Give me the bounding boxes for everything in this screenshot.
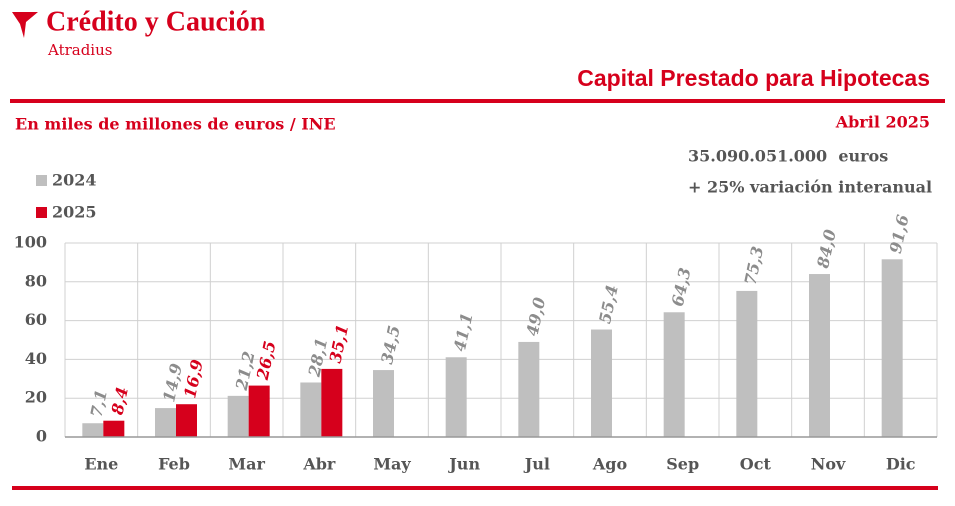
x-tick-label: Abr xyxy=(302,455,336,474)
bar xyxy=(248,385,270,437)
bar xyxy=(321,368,343,437)
value-label: 14,9 xyxy=(159,362,186,404)
x-tick-label: May xyxy=(373,455,411,474)
logo-icon xyxy=(12,12,38,38)
legend-swatch xyxy=(36,207,47,218)
value-label: 16,9 xyxy=(180,358,207,400)
bar xyxy=(591,329,612,437)
legend-swatch xyxy=(36,175,47,186)
x-tick-label: Jul xyxy=(523,455,550,474)
y-tick-label: 20 xyxy=(25,388,47,407)
x-tick-label: Jun xyxy=(447,455,480,474)
brand-sub: Atradius xyxy=(47,41,112,59)
y-tick-label: 100 xyxy=(14,233,47,252)
bar xyxy=(103,420,125,437)
value-label: 49,0 xyxy=(523,296,550,338)
y-tick-label: 80 xyxy=(25,271,47,290)
bar xyxy=(155,408,176,437)
legend-label: 2025 xyxy=(52,203,97,222)
bar xyxy=(736,290,758,437)
value-label: 26,5 xyxy=(253,339,280,382)
divider xyxy=(10,99,945,103)
bar xyxy=(881,259,903,437)
y-tick-label: 60 xyxy=(25,310,47,329)
bar xyxy=(663,312,685,437)
value-label: 91,6 xyxy=(886,213,913,255)
annotation: + 25% variación interanual xyxy=(688,178,932,197)
bar xyxy=(445,357,467,437)
x-tick-label: Dic xyxy=(886,455,916,474)
value-label: 41,1 xyxy=(450,311,477,353)
bar xyxy=(373,370,394,437)
divider xyxy=(12,486,938,490)
bar xyxy=(176,404,197,437)
bar xyxy=(82,423,104,437)
bar xyxy=(518,341,540,437)
x-tick-label: Oct xyxy=(740,455,772,474)
date: Abril 2025 xyxy=(835,113,930,132)
value-label: 7,1 xyxy=(87,388,111,419)
x-tick-label: Feb xyxy=(158,455,190,474)
bar xyxy=(809,274,830,437)
value-label: 64,3 xyxy=(668,266,695,308)
value-label: 75,3 xyxy=(741,245,768,287)
value-label: 35,1 xyxy=(326,323,353,365)
x-tick-label: Mar xyxy=(228,455,265,474)
legend-label: 2024 xyxy=(52,171,97,190)
value-label: 84,0 xyxy=(813,228,840,271)
bar xyxy=(227,395,249,437)
value-label: 8,4 xyxy=(107,385,132,417)
value-label: 55,4 xyxy=(595,283,622,325)
subtitle: En miles de millones de euros / INE xyxy=(15,115,336,134)
y-tick-label: 0 xyxy=(36,427,47,446)
x-tick-label: Ene xyxy=(84,455,118,474)
annotation: 35.090.051.000 euros xyxy=(688,147,888,166)
bar xyxy=(300,382,322,437)
y-tick-label: 40 xyxy=(25,349,47,368)
x-tick-label: Sep xyxy=(666,455,699,474)
brand: Crédito y Caución xyxy=(46,6,266,37)
x-tick-label: Ago xyxy=(592,455,628,474)
chart-title: Capital Prestado para Hipotecas xyxy=(577,65,930,91)
x-tick-label: Nov xyxy=(811,455,846,474)
